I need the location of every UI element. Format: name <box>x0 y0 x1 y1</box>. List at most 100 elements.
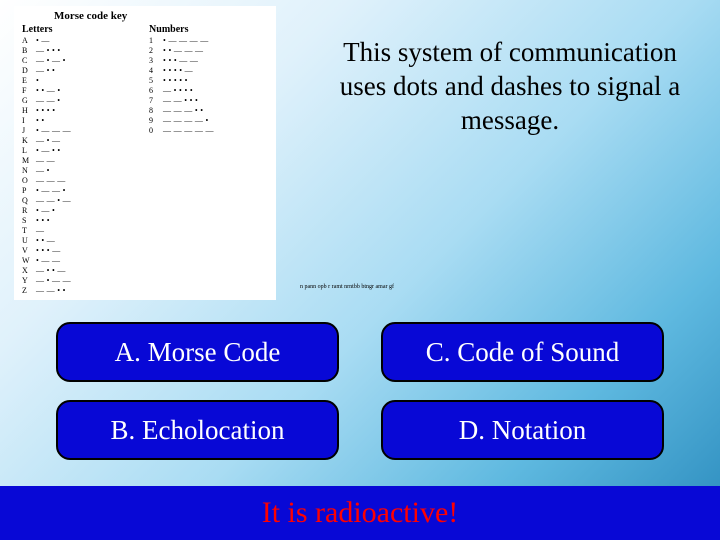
morse-row: M— — <box>22 156 131 166</box>
morse-symbol: Z <box>22 286 36 296</box>
morse-symbol: 4 <box>149 66 163 76</box>
morse-row: L• — • • <box>22 146 131 156</box>
morse-code: — — <box>36 156 55 166</box>
morse-symbol: I <box>22 116 36 126</box>
answer-d-button[interactable]: D. Notation <box>381 400 664 460</box>
morse-symbol: G <box>22 96 36 106</box>
morse-code: — <box>36 226 44 236</box>
morse-code: — • — • <box>36 56 66 66</box>
morse-symbol: W <box>22 256 36 266</box>
morse-symbol: 0 <box>149 126 163 136</box>
morse-symbol: Y <box>22 276 36 286</box>
morse-row: X— • • — <box>22 266 131 276</box>
morse-row: R• — • <box>22 206 131 216</box>
morse-code: • • • • <box>36 106 55 116</box>
morse-code: • — — <box>36 256 60 266</box>
morse-code: — — • • • <box>163 96 198 106</box>
footer-bar: It is radioactive! <box>0 486 720 540</box>
morse-code: — — — • • <box>163 106 203 116</box>
morse-symbol: C <box>22 56 36 66</box>
morse-code: • • • — — <box>163 56 198 66</box>
question-text: This system of communication uses dots a… <box>320 36 700 137</box>
morse-code: — • • • <box>36 46 61 56</box>
morse-row: W• — — <box>22 256 131 266</box>
morse-row: 2• • — — — <box>149 46 268 56</box>
morse-row: K— • — <box>22 136 131 146</box>
morse-row: 8— — — • • <box>149 106 268 116</box>
morse-code: — • — <box>36 136 60 146</box>
answer-c-button[interactable]: C. Code of Sound <box>381 322 664 382</box>
answer-a-button[interactable]: A. Morse Code <box>56 322 339 382</box>
morse-row: 7— — • • • <box>149 96 268 106</box>
morse-row: Z— — • • <box>22 286 131 296</box>
morse-code: • — — • <box>36 186 66 196</box>
morse-code: • • • — <box>36 246 61 256</box>
morse-symbol: 3 <box>149 56 163 66</box>
morse-letters-header: Letters <box>22 24 131 35</box>
morse-symbol: 7 <box>149 96 163 106</box>
morse-symbol: X <box>22 266 36 276</box>
morse-symbol: T <box>22 226 36 236</box>
morse-row: 5• • • • • <box>149 76 268 86</box>
morse-row: 3• • • — — <box>149 56 268 66</box>
answer-b-button[interactable]: B. Echolocation <box>56 400 339 460</box>
morse-code: • • <box>36 116 45 126</box>
morse-code: — — • — <box>36 196 71 206</box>
morse-numbers-column: Numbers 1• — — — —2• • — — —3• • • — —4•… <box>149 24 268 296</box>
morse-symbol: M <box>22 156 36 166</box>
morse-row: 0— — — — — <box>149 126 268 136</box>
morse-row: S• • • <box>22 216 131 226</box>
morse-symbol: E <box>22 76 36 86</box>
morse-symbol: K <box>22 136 36 146</box>
morse-symbol: P <box>22 186 36 196</box>
morse-code: — — — — • <box>163 116 209 126</box>
morse-code: • — • <box>36 206 55 216</box>
morse-code: • — — — — <box>163 36 209 46</box>
morse-row: 9— — — — • <box>149 116 268 126</box>
morse-symbol: 9 <box>149 116 163 126</box>
morse-row: H• • • • <box>22 106 131 116</box>
morse-symbol: 5 <box>149 76 163 86</box>
morse-row: P• — — • <box>22 186 131 196</box>
morse-symbol: 6 <box>149 86 163 96</box>
morse-code: — — — — — <box>163 126 214 136</box>
morse-symbol: R <box>22 206 36 216</box>
morse-code-key-panel: Morse code key Letters A• —B— • • •C— • … <box>14 6 276 300</box>
morse-symbol: 8 <box>149 106 163 116</box>
morse-symbol: 2 <box>149 46 163 56</box>
morse-symbol: S <box>22 216 36 226</box>
morse-row: U• • — <box>22 236 131 246</box>
morse-symbol: Q <box>22 196 36 206</box>
morse-symbol: 1 <box>149 36 163 46</box>
morse-row: E• <box>22 76 131 86</box>
image-caption: n pann opb r ramt nrntbb btngr amar gf <box>300 284 394 290</box>
morse-code: • • • • • <box>163 76 188 86</box>
morse-row: G— — • <box>22 96 131 106</box>
morse-symbol: A <box>22 36 36 46</box>
morse-code: • — • • <box>36 146 61 156</box>
morse-row: 1• — — — — <box>149 36 268 46</box>
morse-code: • <box>36 76 39 86</box>
morse-symbol: J <box>22 126 36 136</box>
morse-symbol: V <box>22 246 36 256</box>
morse-title: Morse code key <box>54 10 268 22</box>
morse-code: — — • <box>36 96 60 106</box>
morse-code: — • • <box>36 66 55 76</box>
morse-code: • • — — — <box>163 46 203 56</box>
morse-symbol: D <box>22 66 36 76</box>
morse-row: C— • — • <box>22 56 131 66</box>
morse-code: • • • • — <box>163 66 193 76</box>
morse-row: V• • • — <box>22 246 131 256</box>
morse-code: — — • • <box>36 286 66 296</box>
morse-symbol: H <box>22 106 36 116</box>
morse-code: • — <box>36 36 50 46</box>
morse-row: F• • — • <box>22 86 131 96</box>
morse-letters-column: Letters A• —B— • • •C— • — •D— • •E•F• •… <box>22 24 131 296</box>
morse-symbol: U <box>22 236 36 246</box>
morse-code: • • — <box>36 236 55 246</box>
morse-row: Q— — • — <box>22 196 131 206</box>
morse-symbol: O <box>22 176 36 186</box>
morse-symbol: F <box>22 86 36 96</box>
morse-row: B— • • • <box>22 46 131 56</box>
morse-row: N— • <box>22 166 131 176</box>
